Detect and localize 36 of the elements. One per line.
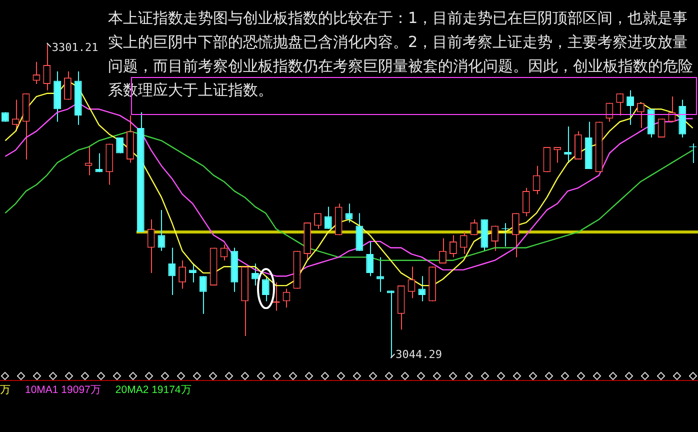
candlestick [64,70,72,100]
candlestick [345,203,353,224]
candlestick [178,260,186,290]
candlestick [491,225,499,252]
candlestick [356,212,364,252]
candlestick [376,256,384,292]
candlestick [418,276,426,302]
candlestick [168,247,176,296]
candlestick [84,146,92,176]
candlestick [439,238,446,264]
candlestick [522,187,530,217]
candlestick [512,212,520,258]
candlestick [564,126,572,164]
candlestick [314,212,322,230]
annotation: 3044.29 [396,348,442,361]
candlestick [532,165,540,195]
candlestick [12,99,20,132]
candlestick [262,276,270,302]
candlestick [366,240,374,277]
annotation: 3301.21 [52,40,98,54]
candlestick [158,209,166,252]
candlestick [574,130,582,160]
candlestick [147,218,155,274]
candlestick [460,232,468,255]
candlestick [43,42,51,91]
candlestick [470,218,478,236]
candlestick [116,137,124,154]
text: 万 [0,383,11,397]
candlestick [647,108,655,138]
candlestick [386,290,394,358]
candlestick [408,266,416,299]
candlestick [324,206,332,230]
candlestick [199,276,207,314]
text: 20MA2 19174万 [115,383,192,397]
candlestick [449,234,457,258]
text: 10MA1 19097万 [25,383,102,397]
